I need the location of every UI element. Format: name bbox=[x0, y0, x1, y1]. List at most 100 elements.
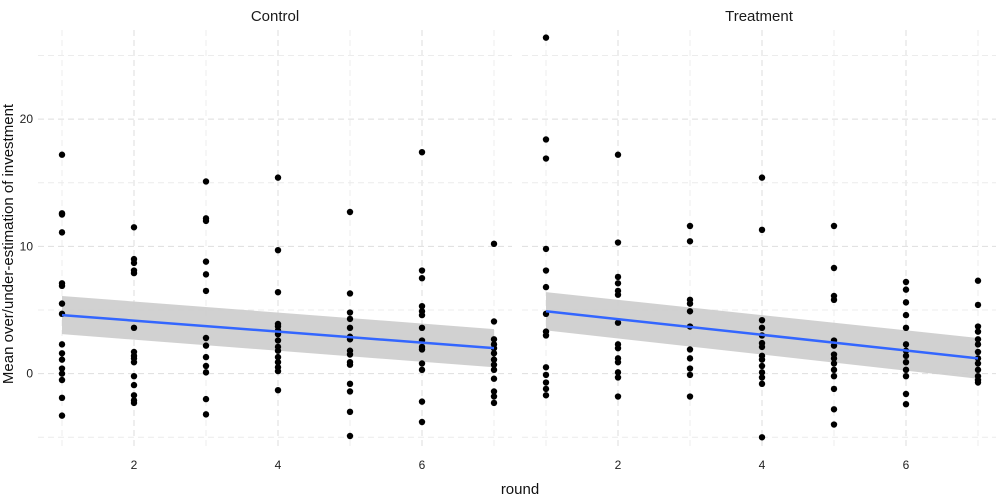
data-point bbox=[686, 393, 694, 400]
data-point bbox=[274, 367, 282, 375]
data-point bbox=[830, 385, 838, 393]
data-point bbox=[902, 358, 910, 366]
x-axis-title: round bbox=[501, 481, 539, 498]
data-point bbox=[490, 350, 498, 357]
data-point bbox=[418, 302, 426, 310]
regression-line bbox=[545, 310, 979, 360]
data-point bbox=[490, 375, 498, 382]
data-point bbox=[686, 222, 694, 230]
data-point bbox=[974, 379, 982, 386]
data-point bbox=[418, 346, 426, 353]
data-point bbox=[346, 309, 354, 316]
data-point bbox=[202, 217, 210, 225]
data-point bbox=[346, 324, 354, 332]
data-point bbox=[202, 369, 210, 376]
data-point bbox=[490, 356, 498, 363]
data-point bbox=[490, 393, 498, 400]
data-point bbox=[346, 408, 354, 416]
data-point bbox=[614, 239, 622, 246]
data-point bbox=[418, 311, 426, 319]
data-point bbox=[758, 374, 766, 381]
data-point bbox=[758, 362, 766, 370]
data-point bbox=[58, 412, 66, 419]
data-point bbox=[974, 336, 982, 343]
data-point bbox=[490, 240, 498, 248]
x-tick-label: 6 bbox=[419, 458, 426, 472]
data-point bbox=[758, 226, 766, 234]
data-point bbox=[346, 380, 354, 388]
data-point bbox=[686, 355, 694, 362]
data-point bbox=[902, 286, 910, 293]
data-point bbox=[58, 356, 66, 363]
data-point bbox=[202, 334, 210, 342]
data-point bbox=[830, 264, 838, 272]
data-point bbox=[490, 361, 498, 368]
data-point bbox=[542, 364, 550, 371]
data-point bbox=[758, 174, 766, 181]
data-point bbox=[902, 372, 910, 380]
data-point bbox=[830, 406, 838, 413]
x-tick-label: 4 bbox=[759, 458, 766, 472]
data-point bbox=[902, 352, 910, 360]
data-point bbox=[542, 155, 550, 162]
y-axis-title: Mean over/under-estimation of investment bbox=[0, 103, 17, 384]
data-point bbox=[130, 269, 138, 277]
data-point bbox=[490, 399, 498, 407]
panel-title: Control bbox=[251, 8, 299, 25]
data-point bbox=[130, 259, 138, 267]
data-point bbox=[974, 328, 982, 335]
data-point bbox=[614, 369, 622, 376]
data-point bbox=[130, 324, 138, 332]
y-tick-label: 20 bbox=[20, 112, 34, 126]
data-point bbox=[614, 273, 622, 281]
data-point bbox=[58, 211, 66, 218]
x-tick-label: 2 bbox=[615, 458, 622, 472]
data-point bbox=[58, 151, 66, 158]
data-point bbox=[830, 296, 838, 304]
data-point bbox=[542, 245, 550, 253]
data-point bbox=[542, 34, 550, 41]
data-point bbox=[58, 370, 66, 377]
regression-line bbox=[61, 313, 495, 350]
data-point bbox=[418, 418, 426, 426]
data-point bbox=[418, 274, 426, 282]
data-point bbox=[614, 319, 622, 326]
data-point bbox=[902, 311, 910, 319]
data-point bbox=[974, 301, 982, 309]
data-point bbox=[542, 392, 550, 399]
data-point bbox=[418, 148, 426, 156]
data-point bbox=[902, 324, 910, 332]
data-point bbox=[902, 278, 910, 286]
data-point bbox=[902, 299, 910, 306]
data-point bbox=[542, 385, 550, 393]
data-point bbox=[830, 360, 838, 367]
data-point bbox=[614, 151, 622, 158]
data-point bbox=[542, 283, 550, 291]
data-point bbox=[130, 224, 138, 231]
data-point bbox=[614, 358, 622, 366]
data-point bbox=[346, 290, 354, 297]
data-point bbox=[202, 353, 210, 361]
data-point bbox=[542, 379, 550, 386]
data-point bbox=[130, 372, 138, 380]
data-point bbox=[614, 374, 622, 381]
data-point bbox=[686, 371, 694, 379]
x-tick-label: 4 bbox=[275, 458, 282, 472]
data-point bbox=[418, 360, 426, 367]
panel-title: Treatment bbox=[725, 8, 794, 25]
data-point bbox=[490, 336, 498, 343]
data-point bbox=[346, 351, 354, 358]
data-point bbox=[974, 360, 982, 367]
data-point bbox=[130, 358, 138, 366]
data-point bbox=[418, 324, 426, 332]
data-point bbox=[202, 395, 210, 403]
panel-treatment: Treatment 2 4 6 bbox=[522, 8, 996, 472]
data-point bbox=[974, 366, 982, 374]
data-point bbox=[58, 229, 66, 236]
data-point bbox=[346, 315, 354, 323]
data-point bbox=[58, 365, 66, 372]
data-point bbox=[542, 371, 550, 379]
data-point bbox=[830, 222, 838, 230]
data-point bbox=[418, 398, 426, 405]
data-point bbox=[614, 280, 622, 287]
